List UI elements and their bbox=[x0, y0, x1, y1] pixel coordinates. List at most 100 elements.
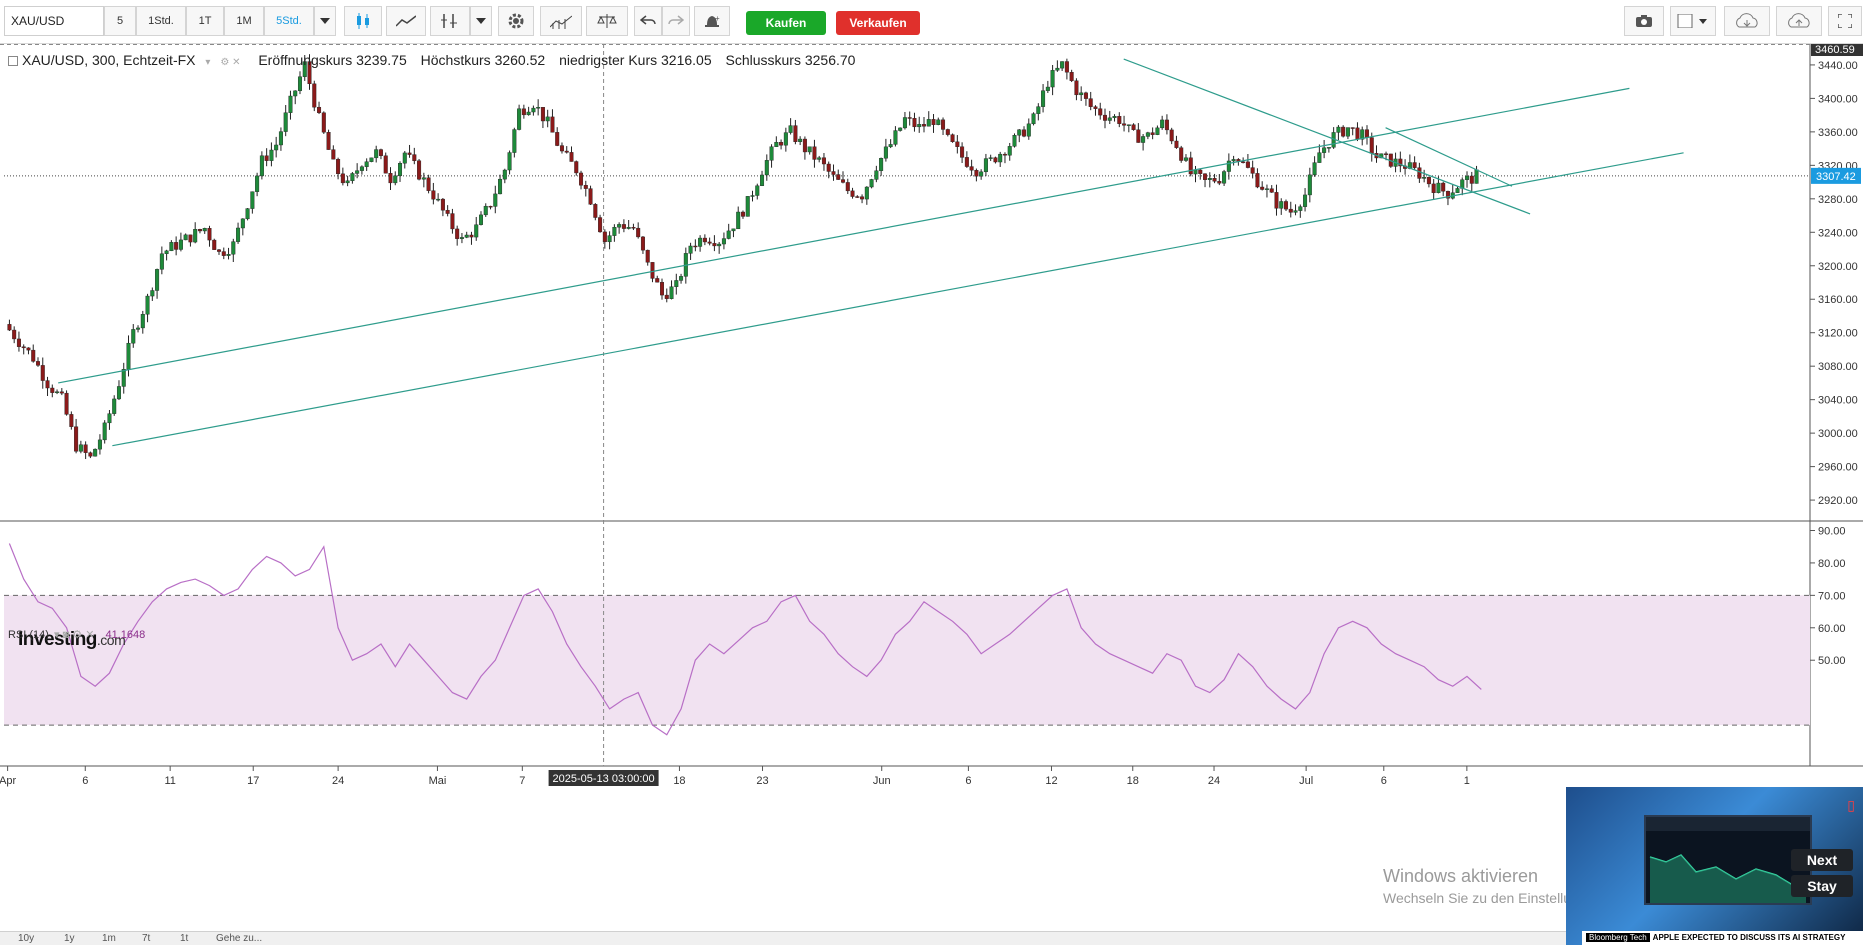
candle-up bbox=[155, 269, 160, 291]
candle-up bbox=[402, 152, 407, 164]
candle-up bbox=[1107, 117, 1112, 121]
interval-dropdown-icon[interactable] bbox=[314, 6, 336, 36]
buy-button[interactable]: Kaufen bbox=[746, 11, 826, 35]
legend-settings-icon[interactable]: ⚙ ✕ bbox=[220, 57, 241, 68]
goto-date-link[interactable]: Gehe zu... bbox=[216, 933, 263, 944]
interval-5h[interactable]: 5Std. bbox=[264, 6, 314, 36]
range-7t[interactable]: 7t bbox=[142, 933, 151, 944]
candle-up bbox=[1465, 175, 1470, 180]
video-overlay[interactable]: ▯ Next Stay Bloomberg Tech APPLE EXPECTED… bbox=[1566, 787, 1863, 945]
candle-down bbox=[1088, 98, 1093, 107]
top-price-label: 3460.59 bbox=[1815, 44, 1855, 56]
gear-icon[interactable] bbox=[498, 6, 534, 36]
interval-5[interactable]: 5 bbox=[104, 6, 136, 36]
interval-1d[interactable]: 1T bbox=[186, 6, 224, 36]
candle-up bbox=[345, 180, 350, 184]
price-tick-label: 3080.00 bbox=[1818, 361, 1858, 373]
sell-button[interactable]: Verkaufen bbox=[836, 11, 920, 35]
candle-up bbox=[259, 155, 264, 177]
candle-up bbox=[1298, 206, 1303, 211]
candle-up bbox=[883, 146, 888, 159]
candle-up bbox=[193, 229, 198, 243]
drawing-tools-icon[interactable] bbox=[430, 6, 470, 36]
crosshair-date-box bbox=[548, 770, 659, 786]
candle-up bbox=[112, 398, 117, 414]
candlestick-icon[interactable] bbox=[344, 6, 382, 36]
candle-up bbox=[116, 386, 121, 400]
range-1m[interactable]: 1m bbox=[102, 933, 116, 944]
rsi-legend: RSI (14) ▾ ◙ ⚙ ✕ 41.1648 bbox=[8, 628, 145, 641]
candle-up bbox=[1264, 188, 1269, 190]
candle-up bbox=[879, 158, 884, 171]
candle-down bbox=[336, 158, 341, 175]
candle-down bbox=[664, 294, 669, 299]
price-chart[interactable]: 3440.003400.003360.003320.003280.003240.… bbox=[0, 44, 1863, 931]
candle-up bbox=[250, 191, 255, 209]
cloud-load-icon[interactable] bbox=[1724, 6, 1770, 36]
price-tick-label: 3200.00 bbox=[1818, 261, 1858, 273]
candle-up bbox=[136, 327, 141, 330]
alert-bell-icon[interactable]: + bbox=[694, 6, 730, 36]
candle-down bbox=[969, 166, 974, 171]
candle-up bbox=[745, 196, 750, 217]
indicators-icon[interactable] bbox=[540, 6, 582, 36]
candle-down bbox=[564, 150, 569, 153]
video-close-icon[interactable]: ▯ bbox=[1847, 797, 1855, 813]
candle-down bbox=[602, 231, 607, 243]
candle-down bbox=[1169, 129, 1174, 142]
rsi-band bbox=[4, 595, 1810, 726]
candle-up bbox=[512, 129, 517, 153]
candle-up bbox=[1026, 123, 1031, 137]
layout-select-icon[interactable] bbox=[1670, 6, 1716, 36]
range-1y[interactable]: 1y bbox=[64, 933, 75, 944]
video-stay-button[interactable]: Stay bbox=[1791, 875, 1853, 897]
chart-area[interactable]: 3440.00 3400.00 3360.00 3320.00 3280.00 3240.… bbox=[0, 44, 1863, 914]
x-tick-label: Jul bbox=[1299, 775, 1313, 787]
candle-down bbox=[1417, 167, 1422, 179]
rsi-controls-icon[interactable]: ▾ ◙ ⚙ ✕ bbox=[54, 629, 95, 641]
candle-up bbox=[169, 242, 174, 252]
camera-icon[interactable] bbox=[1624, 6, 1664, 36]
candle-up bbox=[436, 198, 441, 201]
video-next-button[interactable]: Next bbox=[1791, 849, 1853, 871]
candle-down bbox=[1469, 175, 1474, 184]
line-chart-icon[interactable] bbox=[386, 6, 426, 36]
candle-up bbox=[1017, 129, 1022, 136]
candle-down bbox=[821, 157, 826, 165]
candle-down bbox=[1431, 183, 1436, 194]
candle-down bbox=[217, 249, 222, 252]
cloud-save-icon[interactable] bbox=[1776, 6, 1822, 36]
candle-down bbox=[1117, 116, 1122, 124]
interval-1m[interactable]: 1M bbox=[224, 6, 264, 36]
candle-up bbox=[917, 124, 922, 128]
candle-up bbox=[145, 295, 150, 315]
legend-dropdown-icon[interactable]: ▾ bbox=[205, 57, 211, 68]
x-tick-label: 6 bbox=[82, 775, 88, 787]
candle-down bbox=[1364, 129, 1369, 138]
redo-icon[interactable] bbox=[662, 6, 690, 36]
candle-down bbox=[712, 243, 717, 247]
candle-down bbox=[188, 234, 193, 243]
undo-icon[interactable] bbox=[634, 6, 662, 36]
collapse-legend-icon[interactable] bbox=[8, 56, 18, 67]
candle-down bbox=[50, 387, 55, 393]
candle-up bbox=[355, 170, 360, 174]
candle-up bbox=[1345, 127, 1350, 137]
candle-down bbox=[931, 119, 936, 125]
interval-1h[interactable]: 1Std. bbox=[136, 6, 186, 36]
fullscreen-icon[interactable] bbox=[1828, 6, 1862, 36]
candle-up bbox=[1041, 90, 1046, 107]
candle-down bbox=[1179, 147, 1184, 161]
candle-down bbox=[307, 61, 312, 85]
drawing-dropdown-icon[interactable] bbox=[470, 6, 492, 36]
candle-up bbox=[817, 157, 822, 160]
candle-down bbox=[831, 171, 836, 175]
candle-down bbox=[417, 160, 422, 180]
symbol-input[interactable]: XAU/USD bbox=[4, 6, 104, 36]
candle-down bbox=[1150, 132, 1155, 135]
compare-scale-icon[interactable] bbox=[586, 6, 628, 36]
candle-down bbox=[45, 380, 50, 389]
range-1t[interactable]: 1t bbox=[180, 933, 189, 944]
candle-up bbox=[1226, 160, 1231, 172]
range-10y[interactable]: 10y bbox=[18, 933, 35, 944]
